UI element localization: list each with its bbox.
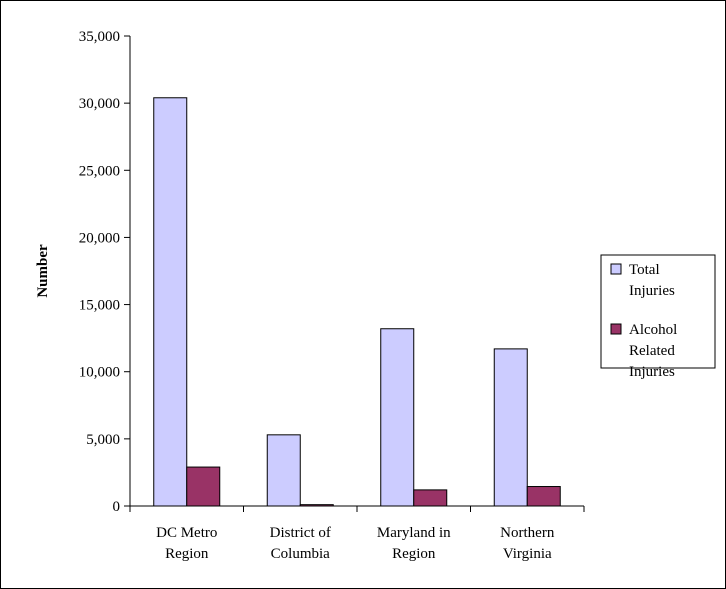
x-tick-label-1: District of Columbia bbox=[270, 525, 331, 562]
legend-label-total: Total Injuries bbox=[629, 262, 675, 299]
legend-swatch-total bbox=[610, 263, 622, 275]
y-tick-label-1: 5,000 bbox=[86, 432, 120, 448]
bar-alcohol-0 bbox=[186, 466, 221, 507]
y-tick-label-7: 35,000 bbox=[79, 29, 120, 45]
bar-total-2 bbox=[380, 328, 415, 507]
x-tick-label-0: DC Metro Region bbox=[156, 525, 217, 562]
y-tick-label-5: 25,000 bbox=[79, 163, 120, 179]
y-tick-label-0: 0 bbox=[113, 499, 121, 515]
y-tick-label-2: 10,000 bbox=[79, 365, 120, 381]
x-tick-label-3: Northern Virginia bbox=[500, 525, 555, 562]
y-tick-label-4: 20,000 bbox=[79, 230, 120, 246]
y-tick-label-6: 30,000 bbox=[79, 96, 120, 112]
plot-area: 0 5,000 10,000 15,000 20,000 25,000 30,000 35,0… bbox=[79, 29, 585, 562]
legend: Total Injuries Alcohol Related Injuries bbox=[600, 254, 716, 380]
bar-alcohol-3 bbox=[526, 486, 561, 507]
bar-total-1 bbox=[266, 434, 301, 507]
x-tick-label-2: Maryland in Region bbox=[377, 525, 451, 562]
legend-label-alcohol: Alcohol Related Injuries bbox=[629, 322, 677, 380]
legend-swatch-alcohol bbox=[610, 323, 622, 335]
y-tick-label-3: 15,000 bbox=[79, 298, 120, 314]
bar-total-3 bbox=[493, 348, 528, 507]
bar-total-0 bbox=[153, 97, 188, 507]
y-axis-title: Number bbox=[35, 244, 51, 298]
bar-alcohol-2 bbox=[413, 489, 448, 507]
